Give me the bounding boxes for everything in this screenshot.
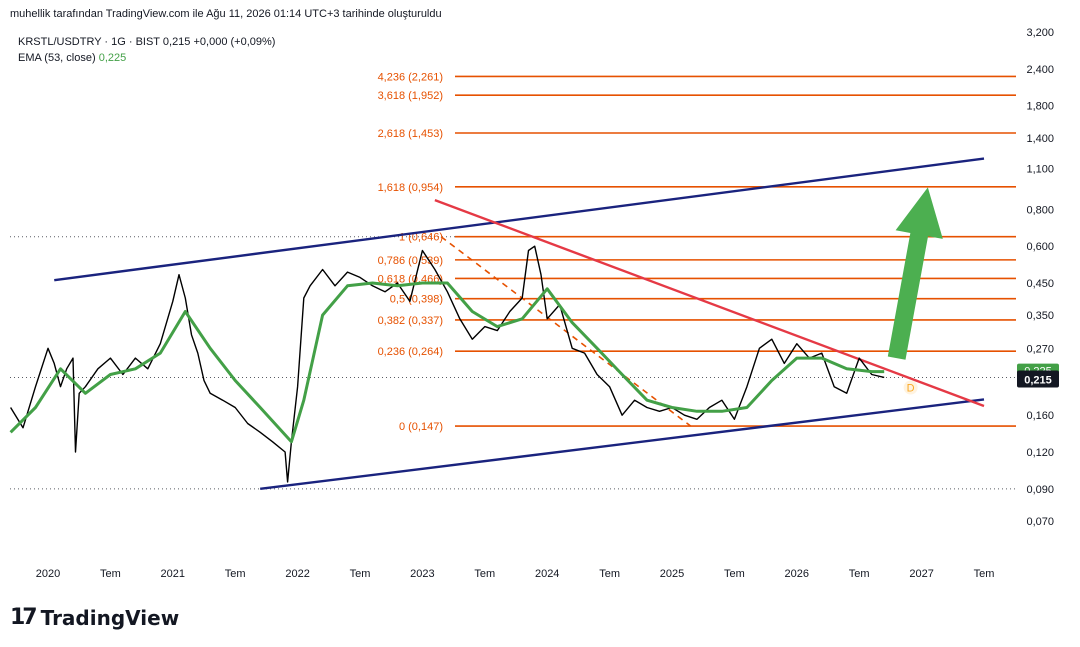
x-tick-label: Tem — [350, 568, 371, 580]
x-tick-label: 2020 — [36, 568, 60, 580]
symbol-name: KRSTL/USDTRY · 1G · BIST — [18, 36, 160, 48]
y-tick-label: 0,070 — [1026, 516, 1054, 528]
last-price-tag — [1017, 370, 1059, 388]
price-tags: 0,2250,215 — [1017, 363, 1059, 388]
fib-level-label: 0,236 (0,264) — [378, 346, 443, 358]
x-tick-label: 2021 — [161, 568, 185, 580]
target-arrow[interactable] — [887, 187, 943, 360]
fib-level-label: 3,618 (1,952) — [378, 90, 443, 102]
y-tick-label: 1,100 — [1026, 164, 1054, 176]
ema-label: EMA (53, close) — [18, 52, 96, 64]
fib-level-label: 0,5 (0,398) — [390, 294, 443, 306]
y-tick-label: 2,400 — [1026, 64, 1054, 76]
pattern-point-marker[interactable] — [903, 380, 918, 395]
ascending-channel-upper-line[interactable] — [54, 157, 985, 282]
x-tick-label: Tem — [100, 568, 121, 580]
fibonacci-extension[interactable]: 4,236 (2,261) 3,618 (1,952) 2,618 (1,453) 1… — [378, 71, 1016, 433]
y-tick-label: 3,200 — [1026, 27, 1054, 39]
last-price-tag-label: 0,215 — [1024, 374, 1052, 386]
x-tick-label: 2024 — [535, 568, 559, 580]
x-tick-label: Tem — [225, 568, 246, 580]
ema-legend[interactable]: EMA (53, close) 0,225 — [18, 52, 126, 64]
ema-line — [9, 281, 885, 444]
fib-level-label: 4,236 (2,261) — [378, 71, 443, 83]
fib-level-label: 1,618 (0,954) — [378, 182, 443, 194]
attribution-text: muhellik tarafından TradingView.com ile … — [10, 8, 442, 20]
y-tick-label: 0,600 — [1026, 241, 1054, 253]
y-tick-label: 0,450 — [1026, 278, 1054, 290]
x-tick-label: Tem — [599, 568, 620, 580]
tradingview-brand[interactable]: 17 TradingView — [10, 605, 179, 630]
price-change: +0,000 (+0,09%) — [193, 36, 276, 48]
ema-value: 0,225 — [98, 52, 127, 64]
fib-level-label: 0,382 (0,337) — [378, 315, 443, 327]
grid-lines — [10, 236, 1016, 490]
fib-level-label: 0,786 (0,539) — [378, 255, 443, 267]
x-tick-label: 2025 — [660, 568, 684, 580]
y-tick-label: 0,270 — [1026, 343, 1054, 355]
x-tick-label: 2027 — [909, 568, 933, 580]
y-tick-label: 1,800 — [1026, 101, 1054, 113]
fib-level-label: 0 (0,147) — [399, 421, 443, 433]
last-price: 0,215 — [162, 36, 191, 48]
drawing-tools[interactable]: D — [54, 157, 985, 491]
downtrend-line[interactable] — [434, 198, 985, 408]
x-tick-label: 2026 — [785, 568, 809, 580]
x-axis[interactable]: 2020 Tem 2021 Tem 2022 Tem 2023 Tem 2024 Tem 2025 T… — [36, 568, 995, 580]
ascending-channel-lower-line[interactable] — [260, 398, 985, 491]
x-tick-label: Tem — [474, 568, 495, 580]
y-tick-label: 1,400 — [1026, 133, 1054, 145]
pattern-point-label: D — [907, 383, 915, 395]
tradingview-logo-icon: 17 — [10, 605, 38, 630]
y-tick-label: 0,160 — [1026, 410, 1054, 422]
fib-base-dashed-line[interactable] — [440, 236, 692, 427]
x-tick-label: 2023 — [410, 568, 434, 580]
chart-series — [9, 245, 885, 483]
x-tick-label: 2022 — [285, 568, 309, 580]
x-tick-label: Tem — [724, 568, 745, 580]
x-tick-label: Tem — [974, 568, 995, 580]
y-tick-label: 0,120 — [1026, 447, 1054, 459]
tradingview-wordmark: TradingView — [40, 605, 180, 630]
y-tick-label: 0,090 — [1026, 484, 1054, 496]
symbol-legend[interactable]: KRSTL/USDTRY · 1G · BIST 0,215 +0,000 (+… — [18, 36, 275, 48]
y-tick-label: 0,350 — [1026, 310, 1054, 322]
x-tick-label: Tem — [849, 568, 870, 580]
y-tick-label: 0,800 — [1026, 204, 1054, 216]
price-line — [10, 245, 885, 483]
y-axis[interactable]: 3,200 2,400 1,800 1,400 1,100 0,800 0,600 0,450… — [1026, 27, 1054, 528]
fib-level-label: 2,618 (1,453) — [378, 128, 443, 140]
